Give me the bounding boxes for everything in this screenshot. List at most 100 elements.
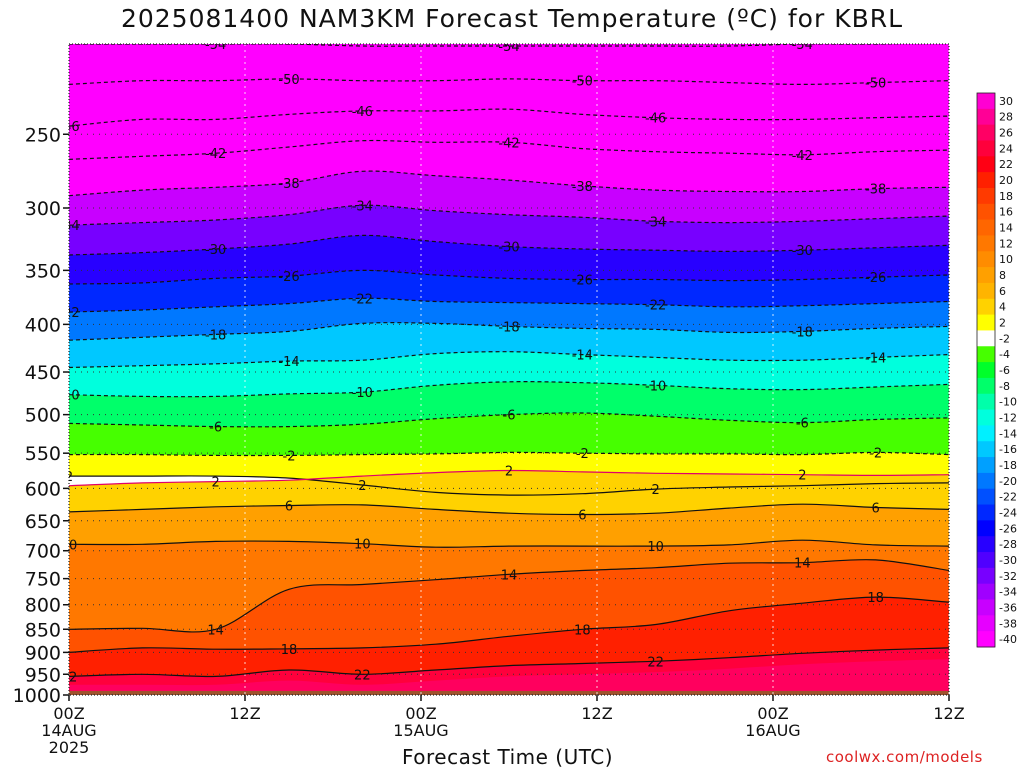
colorbar-label: -8 (999, 380, 1010, 393)
y-tick-label: 750 (25, 569, 61, 591)
isotherm-label: 14 (501, 568, 518, 583)
colorbar-label: 8 (999, 269, 1006, 282)
isotherm-line (69, 539, 949, 548)
colorbar-label: -22 (999, 491, 1017, 504)
isotherm-label: -2 (283, 449, 296, 464)
y-tick-label: 400 (25, 314, 61, 336)
isotherm-label: 2 (798, 469, 806, 484)
colorbar-swatch (977, 504, 995, 521)
isotherm-label: 6 (578, 508, 586, 523)
colorbar-label: -32 (999, 570, 1017, 583)
colorbar-swatch (977, 425, 995, 442)
colorbar-label: 20 (999, 174, 1013, 187)
colorbar-label: 2 (999, 317, 1006, 330)
isotherm-label: -22 (58, 306, 79, 321)
colorbar-swatch (977, 377, 995, 395)
colorbar-swatch (977, 583, 995, 601)
y-tick-label: 500 (25, 405, 61, 427)
y-tick-label: 550 (25, 443, 61, 465)
colorbar-label: -24 (999, 506, 1017, 519)
x-tick-label: 16AUG (745, 721, 800, 740)
isotherm-label: -22 (645, 299, 666, 314)
isotherm-label: -34 (645, 215, 666, 230)
colorbar-swatch (977, 631, 995, 648)
plot-frame (68, 43, 950, 696)
colorbar-frame (976, 92, 996, 648)
y-tick-label: 300 (25, 198, 61, 220)
colorbar-label: 22 (999, 158, 1013, 171)
isotherm-label: -42 (498, 136, 519, 151)
colorbar-swatch (977, 314, 995, 331)
colorbar-label: -40 (999, 633, 1017, 646)
colorbar-label: -12 (999, 411, 1017, 424)
colorbar-swatch (977, 409, 995, 426)
isotherm-label: 18 (574, 623, 591, 638)
colorbar-label: -2 (999, 332, 1010, 345)
colorbar-swatch (977, 615, 995, 632)
isotherm-label: -38 (278, 177, 299, 192)
colorbar-swatch (977, 124, 995, 141)
isotherm-label: -38 (572, 180, 593, 195)
colorbar-swatch (977, 172, 995, 189)
isotherm-label: 14 (207, 623, 224, 638)
colorbar-swatch (977, 330, 995, 347)
plot-area: -54 -54 -54 -50 -50 -50 -46 -46 -46 -42 -42 -42 -38 -… (58, 38, 949, 695)
isotherm-label: -54 (205, 38, 226, 53)
x-tick-label: 00Z (405, 704, 436, 723)
colorbar-swatch (977, 219, 995, 236)
isotherm-label: -42 (792, 149, 813, 164)
isotherm-line (69, 469, 949, 487)
y-tick-label: 450 (25, 362, 61, 384)
temperature-band-26 (69, 659, 949, 695)
y-tick-label: 700 (25, 541, 61, 563)
isotherm-label: -30 (792, 244, 813, 259)
isotherm-label: -10 (645, 379, 666, 394)
isotherm-label: -54 (792, 38, 813, 53)
y-tick-label: 1000 (13, 685, 61, 707)
colorbar-label: 24 (999, 142, 1013, 155)
isotherm-label: 22 (354, 668, 371, 683)
isotherm-label: -46 (352, 105, 373, 120)
chart-title: 2025081400 NAM3KM Forecast Temperature (… (120, 4, 904, 33)
isotherm-label: 10 (647, 540, 664, 555)
colorbar-label: 12 (999, 237, 1013, 250)
colorbar-label: -28 (999, 538, 1017, 551)
x-tick-label: 2025 (49, 738, 90, 757)
isotherm-label: -38 (865, 183, 886, 198)
colorbar-label: 10 (999, 253, 1013, 266)
isotherm-line (69, 204, 949, 226)
colorbar-label: -6 (999, 364, 1010, 377)
y-axis: 2503003504004505005506006507007508008509… (13, 124, 69, 707)
colorbar-label: -30 (999, 554, 1017, 567)
isotherm-label: -2 (869, 446, 882, 461)
y-tick-label: 850 (25, 619, 61, 641)
colorbar-swatch (977, 187, 995, 205)
isotherm-line (69, 559, 949, 633)
colorbar-swatch (977, 108, 995, 126)
x-tick-label: 15AUG (393, 721, 448, 740)
x-tick-label: 12Z (933, 704, 964, 723)
isotherm-label: -46 (645, 112, 666, 127)
isotherm-label: -18 (498, 320, 519, 335)
isotherm-label: 2 (65, 470, 73, 485)
colorbar-swatch (977, 488, 995, 506)
colorbar-swatch (977, 298, 995, 316)
x-tick-label: 14AUG (41, 721, 96, 740)
isotherm-label: -50 (572, 75, 593, 90)
isotherm-label: 6 (872, 501, 880, 516)
colorbar-label: 14 (999, 222, 1013, 235)
colorbar-swatch (977, 472, 995, 490)
colorbar-label: -26 (999, 522, 1017, 535)
credit-text: coolwx.com/models (826, 748, 983, 766)
isotherm-label: -6 (503, 409, 516, 424)
ground-below-surface (69, 690, 949, 695)
colorbar-label: 30 (999, 95, 1013, 108)
isotherm-line (69, 503, 949, 516)
isotherm-label: 18 (867, 591, 884, 606)
x-tick-label: 12Z (581, 704, 612, 723)
colorbar-label: -18 (999, 459, 1017, 472)
colorbar-label: 16 (999, 206, 1013, 219)
isotherm-label: -14 (572, 349, 593, 364)
colorbar-label: -16 (999, 443, 1017, 456)
